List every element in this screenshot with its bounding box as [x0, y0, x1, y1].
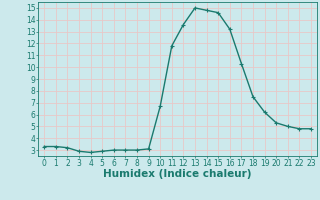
X-axis label: Humidex (Indice chaleur): Humidex (Indice chaleur)	[103, 169, 252, 179]
